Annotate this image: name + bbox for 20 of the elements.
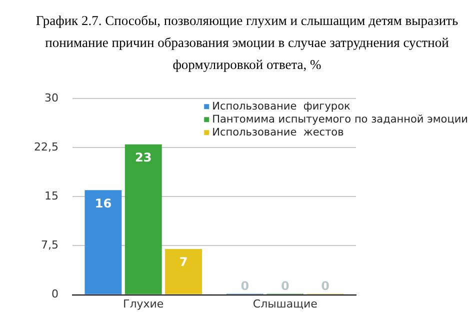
y-tick-label: 30 <box>44 91 58 104</box>
legend-label: Использование фигурок <box>212 100 350 112</box>
data-label: 23 <box>135 150 152 165</box>
data-label: 0 <box>321 278 330 293</box>
x-tick-label: Слышащие <box>252 297 318 310</box>
bar <box>124 144 162 294</box>
legend-label: Пантомима испытуемого по заданной эмоции <box>212 113 468 126</box>
x-tick-label: Глухие <box>123 297 164 310</box>
y-tick-label: 0 <box>51 288 58 301</box>
data-label: 0 <box>240 278 250 293</box>
data-label: 0 <box>280 278 290 293</box>
y-tick-label: 15 <box>44 190 58 203</box>
legend-label: Использование жестов <box>212 126 344 138</box>
data-label: 7 <box>179 255 188 270</box>
y-tick-label: 22,5 <box>34 140 58 154</box>
data-label: 16 <box>94 196 112 210</box>
bar <box>84 190 122 294</box>
chart-title: График 2.7. Способы, позволяющие глухим и слышащим детям выразить понимание причин образования эмоции в случае затруднения сустной формулировкой ответа, % <box>34 12 460 74</box>
y-tick-label: 7,5 <box>40 238 58 252</box>
bar <box>165 249 202 294</box>
